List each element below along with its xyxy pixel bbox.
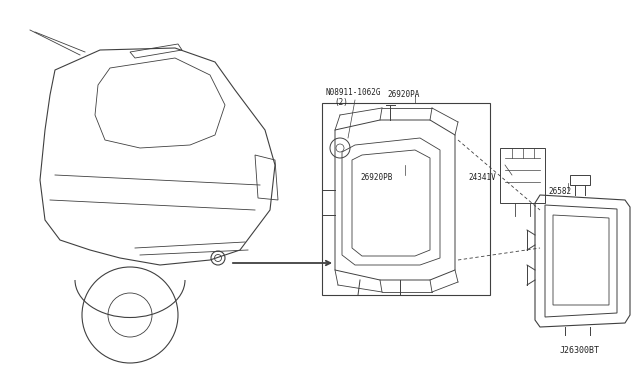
Text: (2): (2)	[334, 98, 348, 107]
Text: 26582: 26582	[548, 187, 571, 196]
Text: 26920PA: 26920PA	[388, 90, 420, 99]
Text: 26920PB: 26920PB	[360, 173, 392, 182]
Text: N08911-1062G: N08911-1062G	[325, 88, 381, 97]
Text: 24341V: 24341V	[468, 173, 496, 182]
Text: J26300BT: J26300BT	[560, 346, 600, 355]
